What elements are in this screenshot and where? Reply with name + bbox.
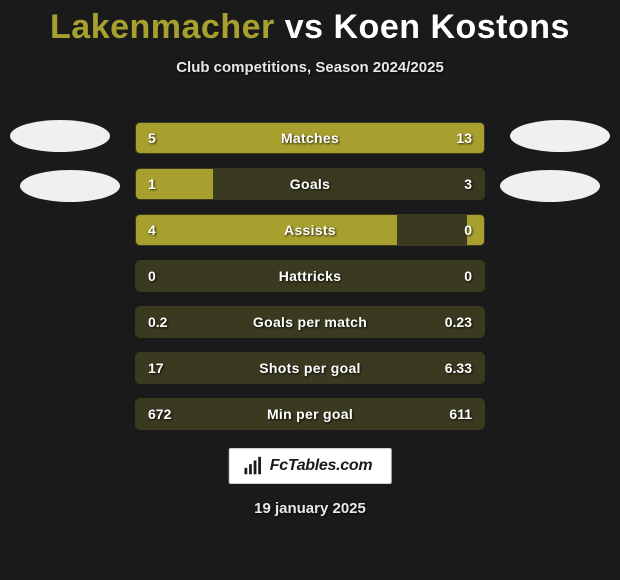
stat-value-right: 3: [464, 176, 472, 192]
stat-value-right: 0: [464, 222, 472, 238]
stat-row: 672 611 Min per goal: [135, 398, 485, 430]
player1-badge-1: [10, 120, 110, 152]
stat-value-left: 17: [148, 360, 164, 376]
player1-name: Lakenmacher: [50, 8, 275, 46]
stat-row: 0.2 0.23 Goals per match: [135, 306, 485, 338]
stat-value-right: 6.33: [445, 360, 472, 376]
stat-label: Matches: [281, 130, 339, 146]
stat-label: Hattricks: [279, 268, 342, 284]
player2-badge-2: [500, 170, 600, 202]
chart-icon: [242, 455, 264, 477]
stat-value-left: 1: [148, 176, 156, 192]
stat-value-left: 4: [148, 222, 156, 238]
stat-label: Shots per goal: [259, 360, 360, 376]
stat-value-left: 672: [148, 406, 171, 422]
stat-label: Min per goal: [267, 406, 353, 422]
bar-fill-right: [233, 123, 484, 153]
stat-value-right: 0: [464, 268, 472, 284]
subtitle: Club competitions, Season 2024/2025: [0, 59, 620, 76]
date-label: 19 january 2025: [254, 500, 366, 517]
stat-value-left: 0.2: [148, 314, 167, 330]
vs-label: vs: [285, 8, 324, 46]
stat-row: 5 13 Matches: [135, 122, 485, 154]
brand-label: FcTables.com: [270, 457, 373, 475]
stat-label: Assists: [284, 222, 336, 238]
stat-value-right: 611: [449, 406, 472, 422]
player2-name: Koen Kostons: [334, 8, 570, 46]
player1-badge-2: [20, 170, 120, 202]
stat-value-right: 13: [456, 130, 472, 146]
bar-fill-left: [136, 215, 397, 245]
stat-row: 4 0 Assists: [135, 214, 485, 246]
stat-row: 0 0 Hattricks: [135, 260, 485, 292]
stat-value-left: 0: [148, 268, 156, 284]
player2-badge-1: [510, 120, 610, 152]
stat-row: 1 3 Goals: [135, 168, 485, 200]
stat-label: Goals: [290, 176, 330, 192]
stat-row: 17 6.33 Shots per goal: [135, 352, 485, 384]
brand-badge: FcTables.com: [229, 448, 392, 484]
stat-value-left: 5: [148, 130, 156, 146]
comparison-title: Lakenmacher vs Koen Kostons: [0, 0, 620, 47]
stats-bars: 513Matches13Goals40Assists00Hattricks0.2…: [135, 122, 485, 444]
stat-value-right: 0.23: [445, 314, 472, 330]
stat-label: Goals per match: [253, 314, 367, 330]
